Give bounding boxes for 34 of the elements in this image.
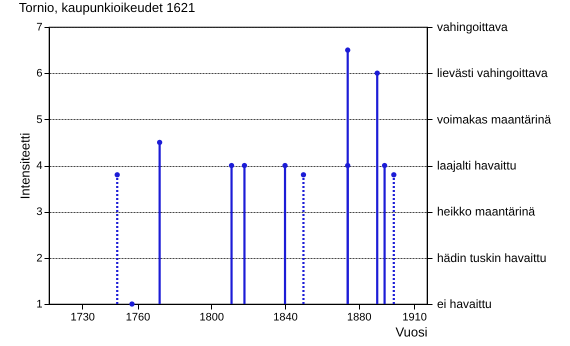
y-tick-label: 7 [36,22,42,34]
x-tick-label: 1800 [200,312,224,324]
point [228,162,234,168]
x-tick-label: 1840 [273,312,298,324]
y-tick-label: 6 [36,68,42,80]
x-tick-label: 1880 [347,312,372,324]
y-tick-label: 1 [36,298,42,310]
chart-title: Tornio, kaupunkioikeudet 1621 [18,0,196,15]
text: vahingoittava [437,20,508,34]
text: heikko maantärinä [437,204,536,219]
text: lievästi vahingoittava [437,66,548,80]
y-tick-label: 5 [36,114,42,126]
point [300,172,306,178]
y-tick-label: 3 [36,206,42,218]
point [345,162,350,168]
x-tick-label: 1760 [126,312,150,324]
point [282,162,288,168]
text: laajalti havaittu [437,158,516,172]
point [345,47,350,53]
text: hädin tuskin havaittu [437,250,546,265]
point [391,172,396,178]
y-tick-label: 4 [36,160,42,172]
point [374,70,380,76]
text: voimakas maantärinä [437,112,552,126]
x-tick-label: 1910 [402,312,427,324]
y-tick-label: 2 [36,252,42,264]
point [114,172,120,178]
x-axis-title: Vuosi [395,324,428,340]
x-tick-label: 1730 [70,312,95,324]
y-axis-title: Intensiteetti [17,132,32,200]
text: ei havaittu [437,297,492,311]
point [156,140,162,146]
point [242,162,248,168]
point [382,162,388,168]
